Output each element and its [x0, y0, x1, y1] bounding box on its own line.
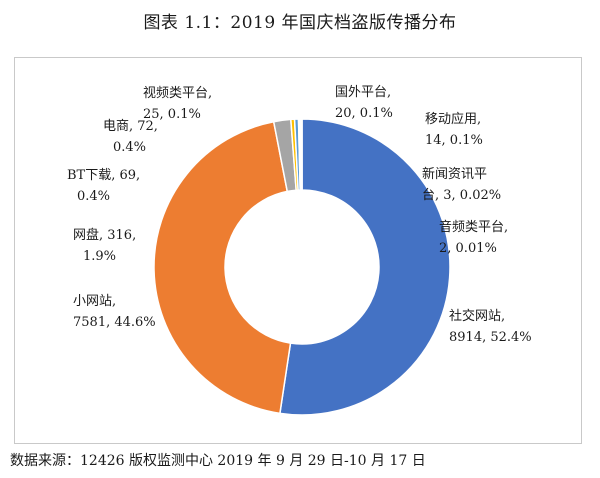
data-label-7: 移动应用, 14, 0.1%: [425, 111, 483, 148]
data-label-2: 网盘, 316, 1.9%: [73, 227, 136, 264]
donut-slice-1: [153, 120, 292, 415]
data-label-4: 电商, 72, 0.4%: [103, 119, 158, 155]
data-label-5: 视频类平台, 25, 0.1%: [143, 86, 212, 122]
source-note: 数据来源：12426 版权监测中心 2019 年 9 月 29 日-10 月 1…: [10, 453, 426, 469]
data-label-3: BT下载, 69, 0.4%: [67, 168, 140, 204]
data-label-8: 新闻资讯平台, 3, 0.02%: [422, 166, 501, 203]
donut-slice-0: [279, 118, 451, 416]
data-label-0: 社交网站, 8914, 52.4%: [449, 308, 532, 345]
donut-chart: 社交网站, 8914, 52.4% 小网站, 7581, 44.6% 网盘, 316, 1…: [67, 85, 532, 416]
data-label-1: 小网站, 7581, 44.6%: [73, 294, 156, 330]
data-label-6: 国外平台, 20, 0.1%: [335, 85, 393, 121]
chart-title: 图表 1.1：2019 年国庆档盗版传播分布: [143, 13, 457, 33]
data-label-9: 音频类平台, 2, 0.01%: [439, 219, 508, 256]
chart-frame: 社交网站, 8914, 52.4% 小网站, 7581, 44.6% 网盘, 316, 1…: [14, 57, 582, 444]
